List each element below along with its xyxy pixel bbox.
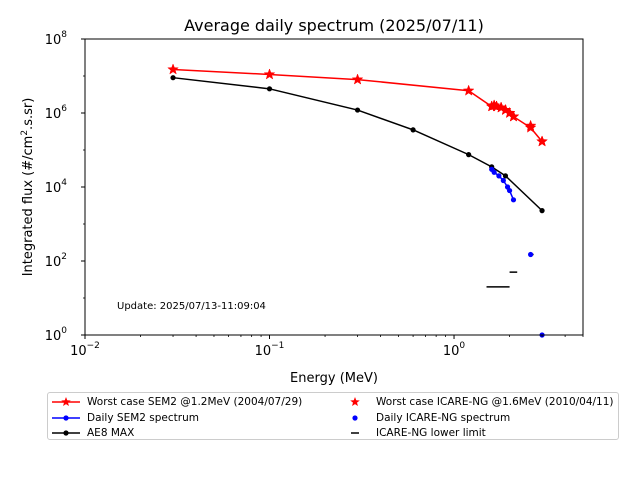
y-tick-label-exp: 8	[61, 30, 67, 40]
star-marker	[536, 135, 548, 147]
legend-item: Daily SEM2 spectrum	[51, 411, 199, 425]
series-line	[172, 76, 543, 212]
dot-marker	[527, 251, 534, 258]
y-tick-label-exp: 6	[61, 104, 67, 114]
star-marker	[507, 110, 520, 122]
legend-label: ICARE-NG lower limit	[376, 427, 486, 439]
dot-marker	[266, 86, 273, 92]
dot-marker	[496, 173, 502, 179]
y-tick-label-base: 10	[45, 255, 62, 270]
x-tick-label: 10−2	[70, 341, 100, 359]
dot-marker	[170, 75, 176, 81]
star-marker	[524, 119, 537, 131]
legend-swatch	[350, 397, 360, 407]
x-tick-label: 100	[443, 341, 466, 359]
y-tick-label-exp: 4	[61, 178, 67, 188]
legend-label: Daily ICARE-NG spectrum	[376, 412, 511, 424]
y-tick-label-base: 10	[45, 107, 62, 122]
series-4	[170, 75, 545, 214]
legend: Worst case SEM2 @1.2MeV (2004/07/29) Dail…	[47, 392, 619, 440]
legend-swatch	[52, 415, 80, 421]
legend-swatch	[52, 430, 80, 436]
x-tick-label-exp: 0	[459, 341, 465, 351]
update-annotation: Update: 2025/07/13-11:09:04	[117, 301, 266, 312]
x-tick-label: 10−1	[255, 341, 285, 359]
x-tick-label-base: 10	[70, 344, 87, 359]
legend-label: Worst case SEM2 @1.2MeV (2004/07/29)	[87, 396, 303, 408]
y-tick-label-base: 10	[45, 181, 62, 196]
x-tick-label-base: 10	[255, 344, 272, 359]
dot-marker	[354, 107, 361, 113]
legend-swatch	[52, 397, 80, 407]
x-tick-label-base: 10	[443, 344, 460, 359]
y-axis-label-suffix: .s.sr)	[21, 98, 36, 130]
legend-item: Worst case SEM2 @1.2MeV (2004/07/29)	[51, 395, 302, 409]
series-2	[489, 166, 517, 203]
dot-marker	[500, 177, 506, 184]
y-tick-label-base: 10	[45, 329, 62, 344]
legend-label: Daily SEM2 spectrum	[87, 412, 199, 424]
dot-marker	[466, 152, 472, 158]
x-axis-label: Energy (MeV)	[290, 371, 378, 386]
legend-label: Worst case ICARE-NG @1.6MeV (2010/04/11)	[376, 396, 614, 408]
y-tick-label: 108	[45, 30, 68, 48]
y-axis-label-prefix: Integrated flux (#/cm	[21, 136, 36, 277]
y-axis-label: Integrated flux (#/cm2.s.sr)	[20, 98, 36, 277]
legend-item: Daily ICARE-NG spectrum	[340, 411, 510, 425]
legend-swatch	[351, 432, 359, 434]
dot-marker	[491, 169, 497, 175]
y-tick-label: 102	[45, 252, 67, 270]
y-tick-label: 104	[45, 178, 68, 196]
chart-title: Average daily spectrum (2025/07/11)	[184, 16, 484, 35]
legend-item: Worst case ICARE-NG @1.6MeV (2010/04/11)	[340, 395, 614, 409]
legend-item: AE8 MAX	[51, 426, 134, 440]
star-marker	[167, 63, 179, 75]
dot-marker	[502, 173, 509, 179]
star-marker	[351, 73, 364, 85]
star-marker	[462, 84, 475, 96]
y-tick-label: 100	[45, 326, 68, 344]
legend-item: ICARE-NG lower limit	[340, 426, 486, 440]
series-5	[486, 253, 534, 288]
y-tick-label-exp: 2	[61, 252, 67, 262]
x-tick-label-exp: −2	[87, 341, 100, 351]
star-marker	[263, 68, 276, 80]
legend-swatch	[352, 415, 358, 421]
y-axis-label-sup: 2	[20, 130, 30, 136]
y-tick-label-exp: 0	[61, 326, 67, 336]
dot-marker	[510, 197, 517, 203]
dot-marker	[410, 127, 416, 133]
y-tick-label: 106	[45, 104, 68, 122]
legend-label: AE8 MAX	[87, 427, 135, 439]
dot-marker	[539, 208, 545, 214]
dot-marker	[506, 187, 513, 194]
y-tick-label-base: 10	[45, 33, 62, 48]
series-1	[485, 99, 548, 147]
series-3	[527, 251, 545, 338]
x-tick-label-exp: −1	[271, 341, 284, 351]
